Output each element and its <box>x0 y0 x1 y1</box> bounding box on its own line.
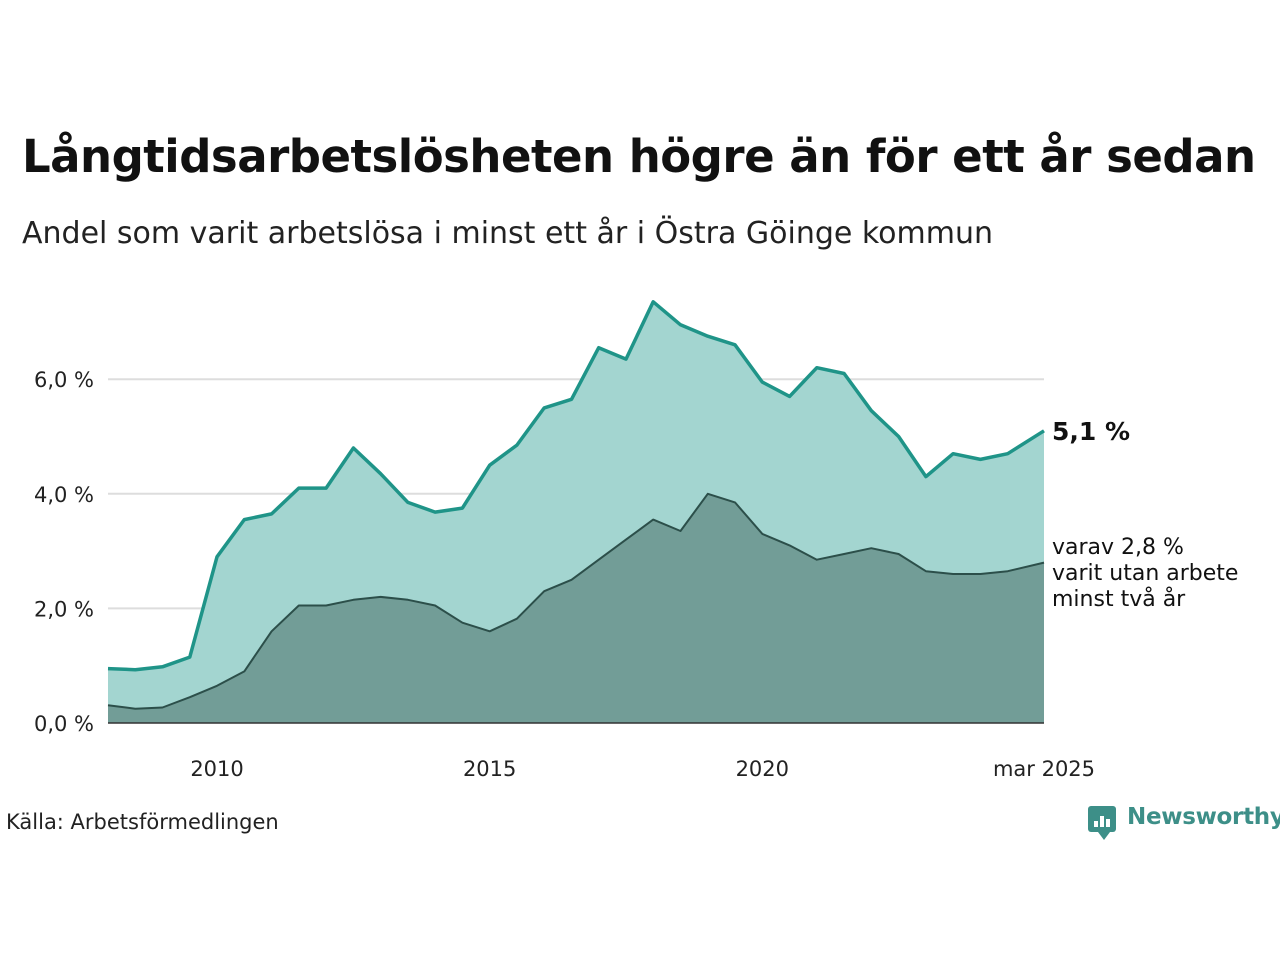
x-tick-label: 2015 <box>463 757 516 781</box>
x-tick-label: 2010 <box>190 757 243 781</box>
area-sub <box>108 493 1044 723</box>
source-note: Källa: Arbetsförmedlingen <box>6 810 279 834</box>
sub-end-label: varav 2,8 % <box>1052 535 1184 560</box>
y-tick-label: 2,0 % <box>34 597 94 621</box>
newsworthy-logo: Newsworthy <box>1088 804 1280 840</box>
line-total <box>107 300 1045 672</box>
total-end-label: 5,1 % <box>1052 417 1130 446</box>
sub-end-label: varit utan arbete <box>1052 561 1238 586</box>
x-tick-label: 2020 <box>736 757 789 781</box>
y-tick-label: 0,0 % <box>34 712 94 736</box>
sub-end-label: minst två år <box>1052 586 1186 612</box>
axis-layer: 0,0 % 2,0 % 4,0 % 6,0 % 2010 2015 2020 mar 2025 <box>34 368 1095 781</box>
logo-text: Newsworthy <box>1127 804 1280 830</box>
chart-subtitle: Andel som varit arbetslösa i minst ett å… <box>22 216 994 251</box>
chart-title: Långtidsarbetslösheten högre än för ett … <box>22 130 1256 183</box>
y-tick-label: 4,0 % <box>34 483 94 507</box>
line-sub <box>107 492 1045 710</box>
logo-chart-icon <box>1088 806 1116 840</box>
area-layer <box>107 300 1045 723</box>
x-tick-label: mar 2025 <box>993 757 1095 781</box>
y-tick-label: 6,0 % <box>34 368 94 392</box>
